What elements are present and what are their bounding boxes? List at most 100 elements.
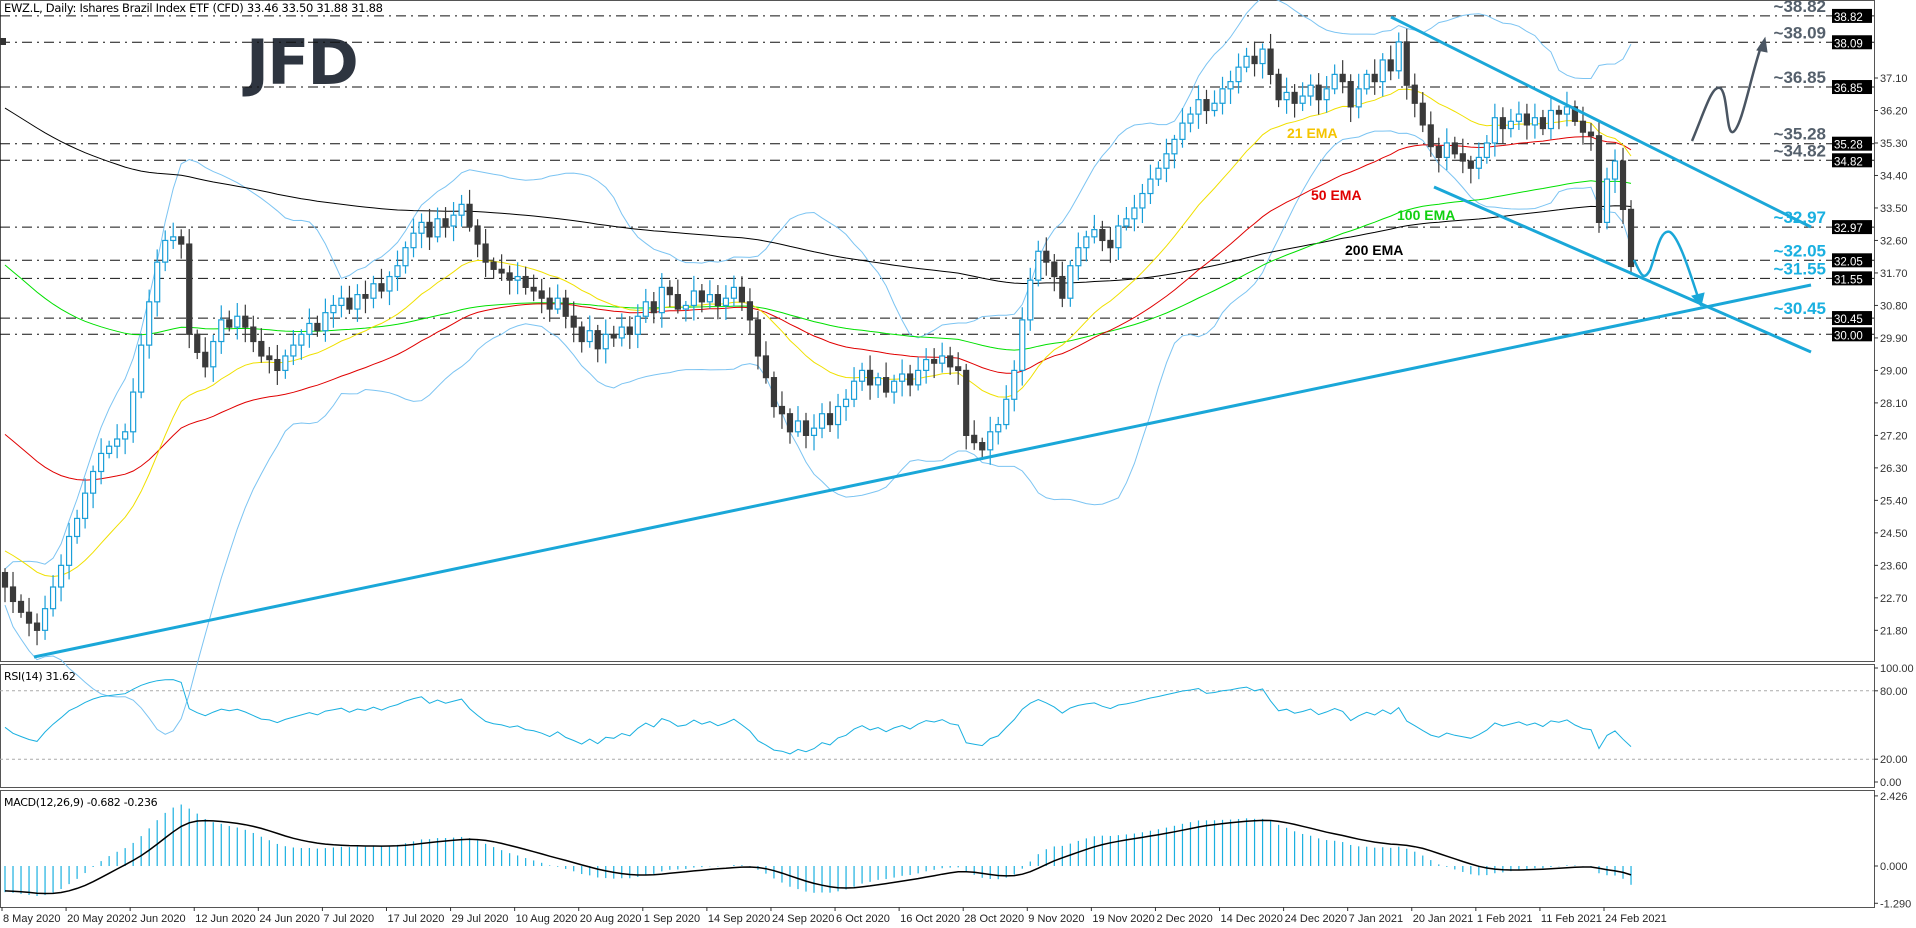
candle-bull	[282, 355, 289, 372]
candle-bull	[1283, 91, 1290, 101]
candle-bear	[762, 355, 770, 379]
candle-bull	[1003, 398, 1010, 426]
candle-bull	[106, 445, 113, 455]
date-tick-label: 24 Dec 2020	[1285, 913, 1347, 925]
candle-bear	[1539, 117, 1547, 130]
price-axis: 38.82 38.09 36.85 35.28 34.82 32.97 32.05 31.55…	[1832, 8, 1908, 637]
date-tick-label: 11 Feb 2021	[1541, 913, 1602, 925]
ema200-label: 200 EMA	[1345, 242, 1403, 258]
macd-panel-frame	[0, 790, 1875, 908]
candle-bull	[514, 275, 521, 281]
candle-bull	[1195, 99, 1202, 115]
level-tag: 30.00	[1834, 330, 1863, 342]
trendlines[interactable]	[33, 15, 1812, 659]
candle-bull	[162, 239, 169, 263]
level-tag: 35.28	[1834, 140, 1863, 152]
candle-bear	[498, 268, 505, 274]
candle-bear	[1347, 81, 1354, 108]
date-tick-label: 2 Jun 2020	[131, 913, 185, 925]
candle-bull	[554, 297, 561, 310]
candle-bear	[1627, 208, 1635, 268]
candle-bull	[65, 535, 73, 566]
macd-tick-label: -1.290	[1880, 898, 1911, 910]
level-tag: 38.09	[1834, 38, 1863, 50]
candle-bear	[594, 330, 601, 350]
candle-bull	[642, 301, 649, 317]
date-tick-label: 16 Oct 2020	[900, 913, 960, 925]
candle-bear	[202, 351, 209, 368]
price-tick-label: 23.60	[1880, 560, 1908, 572]
candle-bear	[1595, 135, 1603, 223]
candle-bull	[1515, 113, 1522, 122]
candle-bear	[242, 315, 249, 328]
ema50-line	[4, 136, 1632, 481]
date-tick-label: 9 Nov 2020	[1028, 913, 1084, 925]
candle-bull	[1139, 192, 1146, 209]
rsi-tick-label: 0.00	[1880, 777, 1901, 789]
candle-bear	[1107, 239, 1114, 249]
date-tick-label: 1 Sep 2020	[644, 913, 700, 925]
arrow-up-icon	[1756, 36, 1768, 53]
candle-bull	[41, 608, 49, 631]
candle-bear	[1291, 91, 1298, 104]
candle-bull	[794, 420, 802, 433]
candle-bull	[1123, 218, 1130, 227]
candle-bear	[1203, 99, 1210, 112]
level-tag-box	[1832, 35, 1872, 50]
date-tick-label: 19 Nov 2020	[1092, 913, 1154, 925]
candle-bull	[98, 452, 105, 473]
candle-bull	[915, 369, 922, 386]
candle-bull	[234, 315, 241, 328]
candle-bull	[218, 319, 225, 343]
candle-bear	[698, 290, 705, 303]
candle-bull	[146, 301, 153, 346]
macd-label: MACD(12,26,9) -0.682 -0.236	[4, 796, 158, 809]
date-tick-label: 24 Sep 2020	[772, 913, 834, 925]
price-tick-label: 22.70	[1880, 593, 1908, 605]
rsi-line	[4, 679, 1632, 755]
price-tick-label: 30.80	[1880, 300, 1908, 312]
level-tag-box	[1832, 80, 1872, 95]
candle-bull	[586, 330, 593, 343]
level-label: ~31.55	[1774, 259, 1826, 278]
level-tag-box	[1832, 153, 1872, 168]
rsi-tick-label: 20.00	[1880, 754, 1908, 766]
candle-bull	[730, 286, 738, 299]
candle-bear	[258, 340, 265, 357]
rising-support-line	[33, 283, 1812, 659]
candle-bull	[1027, 279, 1034, 321]
candle-bull	[1211, 102, 1218, 112]
candle-bull	[458, 203, 465, 216]
annotations: ~38.82 ~38.09 ~36.85 ~35.28~34.82 ~32.97 ~32.…	[1287, 0, 1826, 318]
candle-bear	[1419, 102, 1426, 126]
rsi-tick-label: 100.00	[1880, 663, 1914, 675]
candle-bull	[306, 322, 313, 335]
rsi-panel: 100.00 80.00 20.00 0.00	[0, 663, 1914, 789]
date-axis: 8 May 2020 20 May 2020 2 Jun 2020 12 Jun 20…	[1, 907, 1667, 925]
date-tick-label: 14 Sep 2020	[708, 913, 770, 925]
candle-bear	[866, 369, 874, 386]
chart-title: EWZ.L, Daily: Ishares Brazil Index ETF (…	[4, 1, 383, 15]
candle-bull	[1035, 250, 1042, 281]
candle-bull	[658, 286, 665, 314]
level-tag: 36.85	[1834, 83, 1863, 95]
logo-text: JFD	[242, 26, 357, 99]
candle-bear	[770, 377, 778, 408]
candle-bear	[1387, 59, 1394, 72]
ema-lines	[4, 88, 1632, 578]
candle-bull	[386, 275, 393, 292]
candle-bull	[1379, 59, 1386, 83]
candle-bull	[618, 326, 625, 339]
candle-bear	[666, 286, 673, 296]
level-tag: 30.45	[1834, 314, 1863, 326]
panel-frames	[0, 0, 1875, 908]
candle-bull	[1475, 156, 1482, 169]
candle-bull	[899, 373, 906, 382]
price-tick-label: 37.10	[1880, 73, 1908, 85]
level-label: ~36.85	[1774, 68, 1826, 87]
candle-bear	[474, 225, 481, 245]
candle-bear	[1403, 41, 1410, 86]
candle-bear	[826, 413, 834, 426]
rsi-panel-frame	[0, 664, 1875, 788]
